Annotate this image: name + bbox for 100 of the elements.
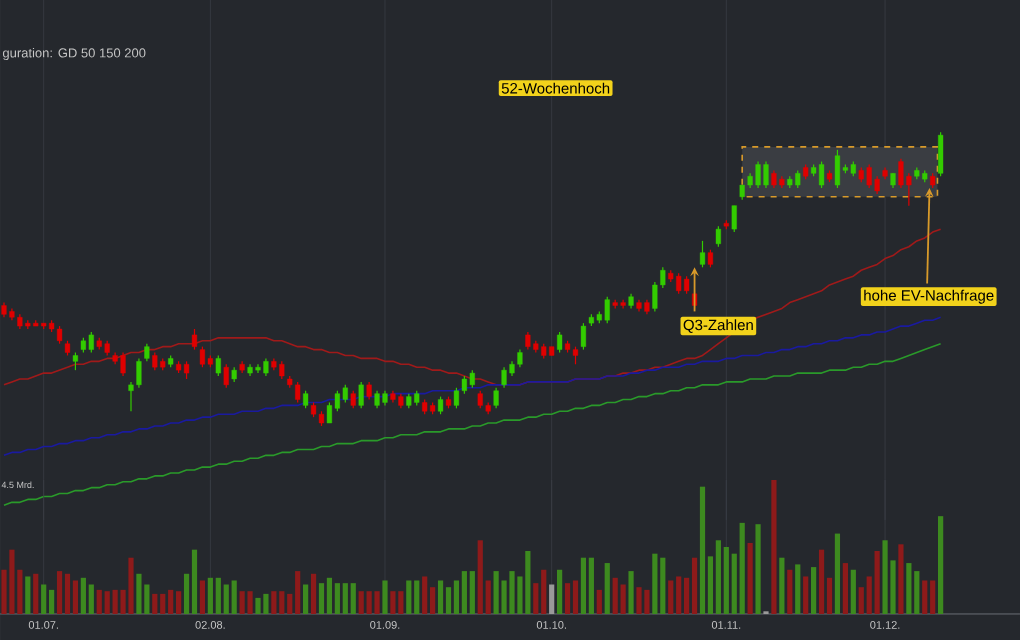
- bar: [771, 479, 777, 614]
- candlestick: [358, 381, 364, 409]
- bar: [310, 573, 317, 614]
- bar: [620, 584, 626, 614]
- bar: [850, 569, 856, 614]
- bar: [136, 573, 142, 614]
- bar: [739, 522, 745, 614]
- candlestick: [834, 149, 841, 189]
- candlestick: [763, 160, 769, 189]
- bar: [303, 584, 309, 614]
- bar: [604, 563, 610, 614]
- candlestick: [120, 351, 126, 377]
- bar: [803, 576, 809, 614]
- bar: [160, 593, 166, 614]
- candlestick: [255, 363, 261, 374]
- bar: [326, 577, 333, 614]
- bar: [445, 587, 452, 614]
- candlestick: [501, 366, 507, 389]
- bar: [128, 557, 134, 614]
- bar: [9, 549, 15, 614]
- bar: [366, 591, 372, 614]
- candlestick: [215, 354, 221, 377]
- bar: [811, 567, 817, 614]
- bar: [898, 544, 904, 614]
- bar: [279, 591, 285, 614]
- bar: [779, 557, 785, 614]
- bar: [215, 577, 221, 614]
- bar: [41, 584, 47, 614]
- bar: [255, 597, 261, 614]
- bar: [747, 542, 753, 614]
- bar: [318, 583, 325, 614]
- candlestick: [199, 346, 206, 368]
- bar: [239, 591, 245, 614]
- candlestick: [493, 387, 499, 409]
- bar: [80, 577, 86, 614]
- bar: [25, 576, 31, 614]
- bar: [231, 580, 237, 614]
- bar: [612, 577, 618, 614]
- bar: [541, 569, 547, 614]
- bar: [842, 563, 848, 614]
- bar: [469, 571, 475, 614]
- bar: [938, 516, 944, 614]
- bar: [818, 549, 825, 614]
- bar: [930, 580, 936, 614]
- bar: [477, 540, 483, 614]
- bar: [49, 589, 55, 614]
- bar: [112, 589, 118, 614]
- candlestick: [295, 381, 301, 404]
- bar: [557, 569, 563, 614]
- bar: [191, 549, 198, 614]
- bar: [914, 571, 920, 614]
- bar: [723, 546, 729, 614]
- bar: [406, 580, 412, 614]
- bar: [414, 580, 420, 614]
- bar: [342, 583, 348, 614]
- bar: [493, 571, 499, 614]
- candlestick: [938, 131, 944, 177]
- bar: [72, 580, 79, 614]
- bar: [271, 591, 277, 614]
- candlestick: [755, 160, 761, 189]
- bar: [906, 563, 912, 614]
- bar: [834, 533, 841, 614]
- bar: [390, 591, 396, 614]
- bar: [628, 571, 634, 614]
- bar: [874, 551, 880, 614]
- candlestick: [223, 363, 229, 389]
- bar: [358, 591, 364, 614]
- bar: [636, 587, 642, 614]
- bar: [64, 573, 71, 614]
- candlestick: [136, 357, 142, 389]
- bar: [596, 589, 602, 614]
- candlestick: [88, 331, 94, 354]
- bar: [199, 580, 206, 614]
- candlestick: [818, 160, 825, 189]
- bar: [152, 593, 158, 614]
- bar: [691, 557, 698, 614]
- bar: [422, 576, 428, 614]
- bar: [580, 557, 587, 614]
- candlestick: [191, 328, 198, 351]
- candlestick: [580, 322, 587, 351]
- bar: [56, 571, 63, 614]
- bar: [334, 583, 340, 614]
- candlestick: [699, 240, 706, 268]
- bar: [922, 580, 928, 614]
- bar: [588, 557, 594, 614]
- bar: [263, 593, 269, 614]
- bar: [168, 589, 174, 614]
- bar: [88, 584, 94, 614]
- bar: [350, 583, 356, 614]
- candlestick: [898, 158, 904, 189]
- candlestick: [866, 163, 872, 189]
- bar: [564, 583, 571, 614]
- bar: [525, 551, 531, 614]
- bar: [882, 540, 888, 614]
- bar: [374, 591, 380, 614]
- bar: [247, 591, 253, 614]
- bar: [660, 557, 666, 614]
- candlestick: [731, 205, 737, 233]
- candlestick: [326, 401, 333, 424]
- bar: [437, 580, 444, 614]
